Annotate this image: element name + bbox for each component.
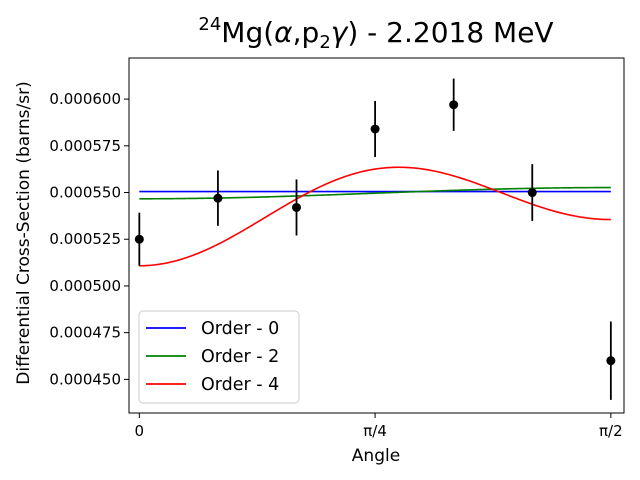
title-p: ,p (293, 16, 320, 49)
axes-frame (128, 57, 625, 414)
data-point-3 (370, 124, 380, 134)
y-tick-label-2: 0.000500 (49, 277, 121, 295)
legend-label-0: Order - 0 (201, 319, 279, 339)
chart-title: 24Mg(α,p2γ) - 2.2018 MeV (198, 14, 553, 53)
data-point-4 (449, 100, 459, 110)
y-tick-label-6: 0.000600 (49, 90, 121, 108)
title-rest: ) - 2.2018 MeV (347, 16, 553, 49)
y-tick-label-4: 0.000550 (49, 184, 121, 202)
data-point-2 (292, 202, 302, 212)
data-point-6 (606, 356, 616, 366)
x-tick-label-1: π/4 (363, 422, 387, 440)
legend-box (138, 310, 300, 404)
y-axis: 0.000450 0.000475 0.000500 0.000525 0.000550… (49, 90, 129, 388)
y-tick-label-5: 0.000575 (49, 137, 121, 155)
plot-area (128, 57, 625, 414)
data-point-1 (213, 193, 223, 203)
title-text: 24Mg(α,p2γ) - 2.2018 MeV (198, 14, 553, 53)
x-axis: 0 π/4 π/2 (135, 413, 623, 440)
y-tick-label-0: 0.000450 (49, 370, 121, 388)
title-sup: 24 (198, 14, 221, 35)
legend-label-2: Order - 4 (201, 375, 279, 395)
title-main: Mg( (221, 16, 274, 49)
legend-label-1: Order - 2 (201, 347, 279, 367)
series-line-1 (139, 186, 611, 200)
series-line-2 (139, 166, 611, 267)
x-tick-label-0: 0 (135, 422, 145, 440)
title-alpha: α (274, 16, 293, 49)
x-tick-label-2: π/2 (599, 422, 623, 440)
x-axis-label: Angle (352, 446, 400, 466)
y-tick-label-3: 0.000525 (49, 230, 121, 248)
y-tick-label-1: 0.000475 (49, 324, 121, 342)
data-point-5 (527, 188, 537, 198)
title-gamma: γ (331, 16, 349, 49)
title-sub: 2 (319, 32, 330, 53)
data-point-0 (134, 234, 144, 244)
y-axis-label: Differential Cross-Section (barns/sr) (14, 81, 34, 384)
legend: Order - 0 Order - 2 Order - 4 (138, 310, 300, 404)
